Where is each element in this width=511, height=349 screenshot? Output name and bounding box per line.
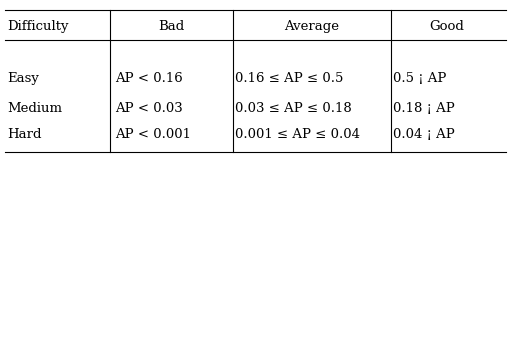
Text: 0.18 ¡ AP: 0.18 ¡ AP bbox=[393, 102, 455, 115]
Text: Easy: Easy bbox=[8, 72, 39, 85]
Text: 0.5 ¡ AP: 0.5 ¡ AP bbox=[393, 72, 447, 85]
Text: 0.16 ≤ AP ≤ 0.5: 0.16 ≤ AP ≤ 0.5 bbox=[235, 72, 343, 85]
Text: 0.001 ≤ AP ≤ 0.04: 0.001 ≤ AP ≤ 0.04 bbox=[235, 128, 360, 141]
Text: Bad: Bad bbox=[158, 20, 184, 33]
Text: Difficulty: Difficulty bbox=[8, 20, 69, 33]
Text: Average: Average bbox=[284, 20, 339, 33]
Text: Hard: Hard bbox=[8, 128, 42, 141]
Text: 0.03 ≤ AP ≤ 0.18: 0.03 ≤ AP ≤ 0.18 bbox=[235, 102, 352, 115]
Text: Medium: Medium bbox=[8, 102, 63, 115]
Text: AP < 0.001: AP < 0.001 bbox=[115, 128, 191, 141]
Text: AP < 0.16: AP < 0.16 bbox=[115, 72, 183, 85]
Text: AP < 0.03: AP < 0.03 bbox=[115, 102, 183, 115]
Text: 0.04 ¡ AP: 0.04 ¡ AP bbox=[393, 128, 455, 141]
Text: Good: Good bbox=[430, 20, 464, 33]
